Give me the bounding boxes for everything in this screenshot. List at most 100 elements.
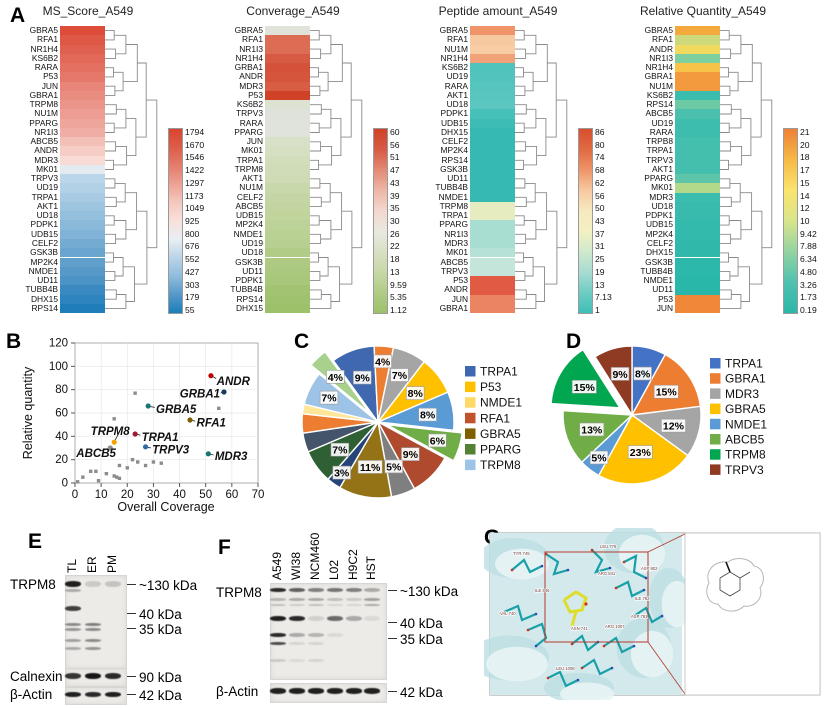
heatmap-title: MS_Score_A549 [42,4,134,18]
pie-label-box [390,368,409,382]
nitrogen-atom [608,566,612,570]
legend-swatch [710,449,721,460]
residue-label-3d: LEU 1008 [556,666,575,671]
heatmap-row-label: RPS14 [31,302,58,313]
blot-band [65,588,81,592]
legend-swatch [710,388,721,399]
colorbar-tick: 25 [595,254,605,265]
ligand-2d [739,571,751,579]
colorbar-tick: 303 [185,279,200,290]
molecular-weight-marker: 35 kDa [139,622,182,637]
colorbar-tick: 1794 [185,127,205,137]
heatmap-row-label: TUBB4B [25,284,58,295]
heatmap-row-label: GBRA5 [234,25,263,35]
legend-swatch [465,412,476,424]
ribbon-shape [495,548,549,580]
dendrogram-branch [310,294,332,309]
dendrogram-branch [728,71,739,92]
colorbar-tick: 21 [800,127,810,137]
heatmap-row-label: GBRA1 [644,71,673,82]
tick-label-x: 10 [95,489,108,501]
inset-connector [647,641,686,695]
heatmap-row-label: TUBB4B [230,284,263,295]
heatmap-cell [265,174,310,184]
heatmap-cell [265,229,310,239]
heatmap-row-label: RARA [239,117,263,128]
residue-label-3d: ASP 781 [631,614,648,619]
heatmap-cell [265,155,310,165]
oxygen-atom [622,560,626,564]
heatmap-row-label: RPS14 [236,293,263,304]
blot-band [85,646,101,650]
heatmap-cell [265,192,310,202]
blot-band [308,587,324,592]
colorbar-tick: 5.35 [390,292,407,303]
heatmap-row-label: NR1H4 [645,62,673,73]
pie-label-box [579,422,605,437]
heatmap-cell [60,127,105,138]
dendrogram-branch [113,145,128,166]
heatmap-cell [60,63,105,73]
legend-label: NMDE1 [725,417,767,431]
dendrogram-branch [720,67,729,78]
pie-label-box [353,370,372,385]
ribbon-shape [618,534,666,574]
heatmap-cell [675,90,720,101]
dendrogram-branch [720,178,731,189]
oxygen-atom [502,610,506,614]
heatmap-row-label: NMDE1 [28,265,58,276]
blot-lane-label: A549 [270,551,284,580]
marker-dash [127,628,136,630]
scatter-point [136,460,140,464]
colorbar-tick: 80 [595,139,605,150]
legend-swatch [465,381,476,393]
colorbar-tick: 676 [185,241,200,252]
dendrogram-branch [310,141,322,152]
dendrogram-branch [123,44,138,83]
residue-sticks [590,548,612,574]
heatmap-row-label: ABCB5 [235,200,263,211]
heatmap-row-label: TRPA1 [441,210,468,221]
colorbar-tick: 62 [595,177,605,188]
heatmap-row-label: DHX15 [441,126,468,137]
heatmap-row-label: NU1M [34,108,58,119]
pie-label-box [610,367,630,381]
pie-label-box [406,386,425,400]
dendrogram-branch [515,30,525,41]
colorbar-tick: 43 [390,177,400,188]
heatmap-cell [60,35,105,45]
pie-label: 15% [656,387,678,399]
dendrogram-branch [720,48,732,59]
colorbar-tick: 1297 [185,177,205,188]
molecular-weight-marker: 90 kDa [139,670,182,685]
colorbar [373,128,388,314]
docking-figure: TYR 745 LEU 778 ASP 802 ARG 841 ILE 846 VAL 7… [469,523,821,706]
pie-slice [550,348,622,409]
scatter-point [133,391,137,395]
heatmap-cell [265,118,310,128]
dendrogram-branch [105,30,115,41]
colorbar-tick: 7.13 [595,292,612,303]
blot-band [327,603,343,607]
scatter-point [75,480,80,484]
heatmap-cell [470,72,515,82]
heatmap-title: Peptide amount_A549 [438,4,558,18]
dendrogram-branch [113,71,124,92]
dendrogram-branch [105,122,115,133]
scatter-point-labeled [145,403,151,409]
nitrogen-atom [660,614,664,618]
legend-label: GBRA5 [725,402,766,416]
heatmap-row-label: P53 [453,275,468,286]
heatmap-cell [60,100,105,110]
marker-dash [127,676,136,678]
legend-swatch [710,434,721,445]
legend-label: MDR3 [725,387,759,401]
heatmap-row-label: NMDE1 [233,228,263,239]
residue-label-3d: VAL 740 [500,611,516,616]
tick-label-x: 60 [225,489,238,501]
blot-band [65,622,81,626]
dendrogram-branch [310,48,322,59]
heatmap-cell [60,72,105,82]
pie-label: 7% [332,445,348,457]
blot-band [346,616,362,622]
